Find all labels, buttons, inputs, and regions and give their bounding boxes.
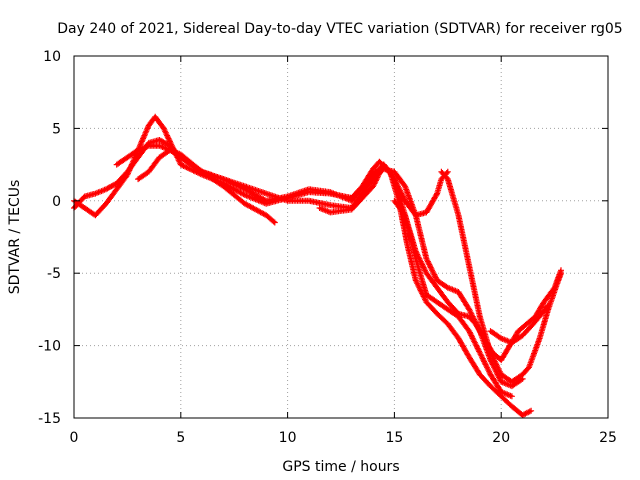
y-tick-label: -15	[38, 411, 61, 427]
series-markers	[487, 302, 552, 346]
x-tick-label: 5	[176, 430, 185, 446]
series-layer	[71, 113, 564, 419]
series-markers	[391, 197, 564, 364]
x-tick-label: 20	[492, 430, 510, 446]
plot-frame	[73, 55, 609, 419]
x-tick-label: 10	[279, 430, 297, 446]
y-tick-label: 5	[52, 121, 61, 137]
tick-layer: 0 5 10 15 20 25 -15 -10 -5 0 5 10	[38, 49, 617, 446]
x-axis-label: GPS time / hours	[282, 459, 399, 475]
series-s8	[487, 302, 552, 346]
x-tick-label: 25	[599, 430, 617, 446]
y-tick-label: -5	[47, 266, 61, 282]
chart-title: Day 240 of 2021, Sidereal Day-to-day VTE…	[57, 21, 622, 37]
series-s6	[438, 168, 564, 385]
series-s7	[391, 197, 564, 364]
x-tick-label: 0	[70, 430, 79, 446]
y-axis-label: SDTVAR / TECUs	[7, 180, 23, 295]
y-tick-label: -10	[38, 339, 61, 355]
series-s5	[316, 161, 515, 400]
grid-layer	[74, 56, 608, 418]
y-tick-label: 10	[43, 49, 61, 65]
x-tick-label: 15	[385, 430, 403, 446]
y-tick-label: 0	[52, 194, 61, 210]
